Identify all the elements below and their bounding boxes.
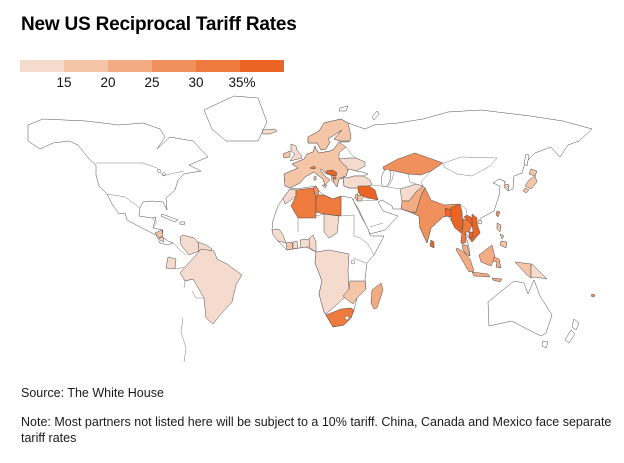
great-lakes [157,169,161,173]
region-japan-hokkaido [528,168,538,177]
island-hainan [477,219,483,225]
region-taiwan [495,210,501,218]
caspian-sea [380,168,392,188]
region-south-korea [503,183,510,192]
color-scale-legend: 15 20 25 30 35% [20,60,284,93]
island-svalbard [338,105,349,112]
country-borders [96,146,507,363]
legend-swatch [20,60,64,72]
legend-tick: 35% [228,75,256,90]
region-turkey [342,175,373,189]
legend-color-ramp [20,60,284,72]
island-novaya-zemlya [371,110,380,121]
region-iceland [261,128,278,135]
region-japan-kyushu [522,187,530,194]
region-scandinavia [307,118,352,151]
region-philippines-luzon [496,222,502,233]
region-india [411,187,461,244]
region-libya [315,194,342,217]
legend-swatch [196,60,240,72]
region-lesser-sunda [491,277,503,283]
legend-tick: 15 [56,75,72,90]
region-uk [289,143,303,162]
region-sumatra [455,247,475,273]
region-sardinia [313,175,317,181]
lake-victoria [350,259,356,265]
region-cambodia [468,231,474,239]
region-nicaragua [154,229,164,239]
landmass-north-america [27,118,209,246]
island-new-zealand-south [564,329,576,344]
island-cuba [160,213,179,223]
region-ireland [282,150,291,159]
region-cote-divoire [285,241,294,251]
region-brazil [179,248,243,325]
island-new-zealand-north [571,318,580,331]
landmass-greenland [203,95,268,142]
region-israel [354,193,359,202]
source-line: Source: The White House [21,386,164,400]
region-switzerland [309,165,317,170]
region-tunisia [312,185,320,199]
legend-tick-labels: 15 20 25 30 35% [20,75,284,93]
region-ghana [292,240,299,250]
region-myanmar [450,203,464,234]
region-central-southern-africa [314,249,350,315]
region-borneo [478,244,496,267]
region-java [471,271,491,278]
region-philippines-visayas [499,233,505,240]
legend-tick: 25 [144,75,160,90]
great-lakes [162,172,166,176]
region-albania [330,174,335,183]
legend-tick: 20 [100,75,116,90]
region-new-guinea-east [530,263,548,280]
region-new-guinea-west [514,261,532,279]
legend-swatch [64,60,108,72]
legend-tick: 30 [188,75,204,90]
region-sicily [321,184,328,189]
world-choropleth-map [20,92,604,378]
region-venezuela [179,234,200,256]
legend-swatch [240,60,284,72]
region-pakistan [400,185,426,213]
island-sakhalin [523,153,530,167]
region-ukraine [338,157,366,172]
legend-swatch [152,60,196,72]
region-japan-honshu [524,175,538,190]
region-zimbabwe-mozambique [342,280,367,305]
region-sri-lanka [429,239,435,249]
lesotho [344,315,350,321]
chart-title: New US Reciprocal Tariff Rates [21,14,297,35]
region-madagascar [370,282,384,310]
region-sulawesi [492,256,502,269]
region-south-africa [325,307,355,328]
region-balkans-serbia-bosnia [325,169,338,177]
island-tasmania [541,340,549,349]
region-chad [323,213,340,239]
region-philippines-mindanao [499,240,508,249]
region-north-macedonia [332,176,337,180]
region-ecuador [165,256,177,270]
landmass-australia [487,279,553,337]
region-cameroon [308,234,317,253]
note-line: Note: Most partners not listed here will… [21,415,612,445]
legend-swatch [108,60,152,72]
region-malaysia [461,244,471,257]
water-overlays [157,168,392,321]
region-nigeria [299,238,312,249]
island-hispaniola [179,221,186,226]
region-fiji [590,293,596,298]
landmasses [27,95,593,349]
region-costa-rica [158,236,165,243]
